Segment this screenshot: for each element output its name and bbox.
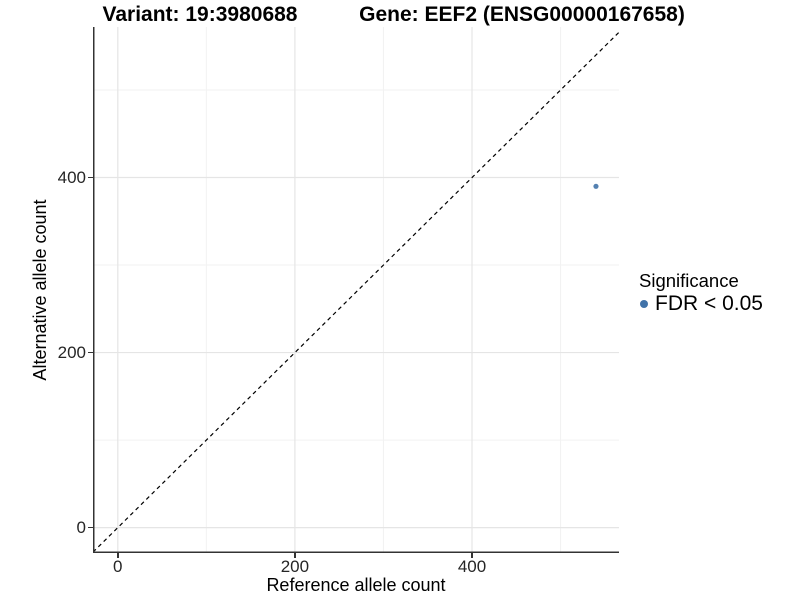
legend: Significance FDR < 0.05 bbox=[636, 270, 763, 316]
plot-title-gene: Gene: EEF2 (ENSG00000167658) bbox=[359, 3, 685, 26]
y-tick-mark bbox=[88, 176, 93, 179]
x-tick-mark bbox=[294, 553, 296, 558]
y-tick-mark bbox=[88, 351, 93, 354]
x-tick-label: 200 bbox=[280, 557, 310, 576]
legend-entries: FDR < 0.05 bbox=[636, 292, 763, 316]
x-tick-label: 0 bbox=[113, 557, 123, 576]
y-axis-title: Alternative allele count bbox=[30, 199, 50, 381]
legend-key-dot-icon bbox=[640, 300, 648, 308]
y-tick-label: 0 bbox=[76, 517, 86, 537]
legend-entry: FDR < 0.05 bbox=[636, 292, 763, 316]
legend-title: Significance bbox=[639, 270, 739, 291]
plot-panel bbox=[93, 27, 619, 553]
y-tick-label: 200 bbox=[57, 342, 86, 362]
plot-title-variant: Variant: 19:3980688 bbox=[102, 3, 298, 26]
data-point bbox=[593, 183, 599, 189]
x-tick-mark bbox=[471, 553, 473, 558]
y-tick-mark bbox=[88, 526, 93, 529]
y-tick-label: 400 bbox=[57, 167, 86, 187]
plot-area-svg bbox=[93, 27, 619, 553]
legend-entry-label: FDR < 0.05 bbox=[655, 292, 763, 315]
identity-line bbox=[93, 31, 619, 553]
x-axis-title: Reference allele count bbox=[266, 575, 446, 595]
x-tick-mark bbox=[117, 553, 119, 558]
x-tick-label: 400 bbox=[457, 557, 487, 576]
